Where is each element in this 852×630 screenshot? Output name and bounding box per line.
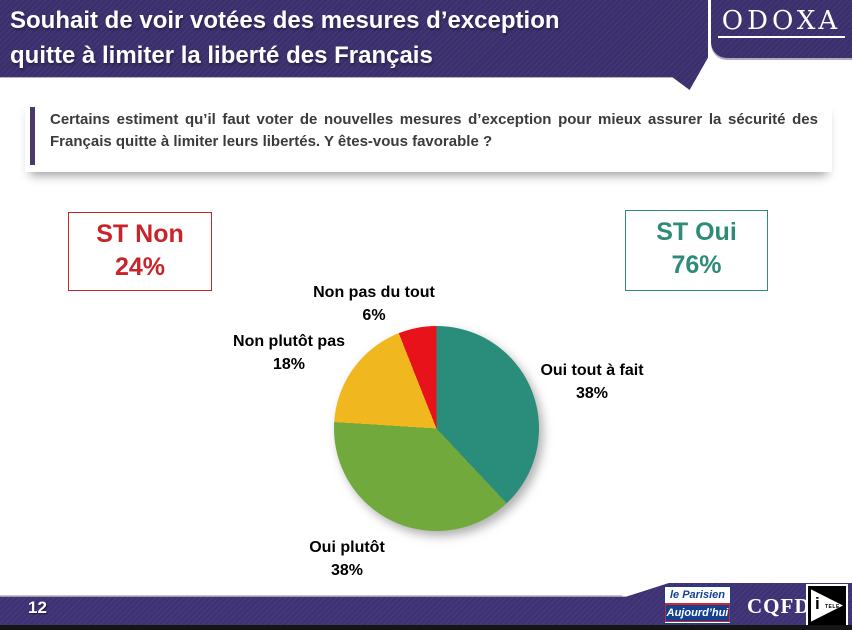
st-non-value: 24% [114, 253, 166, 281]
title-banner: Souhait de voir votées des mesures d’exc… [0, 0, 708, 90]
pie-chart [334, 326, 539, 531]
pie-label-oui-plutot: Oui plutôt 38% [309, 536, 385, 582]
pie-label-text: Non pas du tout [313, 284, 435, 301]
odoxa-logo-text: ODOXA [717, 7, 846, 38]
itele-logo: i TELE [806, 584, 848, 627]
question-panel: Certains estiment qu’il faut voter de no… [25, 100, 832, 172]
st-oui-value: 76% [671, 251, 722, 279]
question-text: Certains estiment qu’il faut voter de no… [50, 111, 818, 150]
footer-black-strip [0, 625, 852, 630]
pie-label-oui-tout-a-fait: Oui tout à fait 38% [540, 359, 643, 405]
title-line-2: quitte à limiter la liberté des Français [10, 42, 433, 69]
st-non-label: ST Non [96, 220, 184, 248]
pie-label-non-pas-du-tout: Non pas du tout 6% [313, 281, 435, 327]
pie-label-text: Non plutôt pas [233, 333, 345, 350]
cqfd-logo: CQFD [747, 594, 811, 618]
parisien-line2: Aujourd’hui [665, 605, 730, 622]
pie-label-text: Oui plutôt [309, 539, 385, 556]
question-accent-bar [30, 107, 35, 165]
footer-band: 12 le Parisien Aujourd’hui CQFD i TELE [0, 583, 852, 630]
pie-label-text: Oui tout à fait [540, 362, 644, 379]
pie-label-non-plutot-pas: Non plutôt pas 18% [233, 330, 345, 376]
title-line-1: Souhait de voir votées des mesures d’exc… [10, 7, 560, 34]
st-non-box: ST Non 24% [68, 212, 212, 291]
page-title: Souhait de voir votées des mesures d’exc… [0, 0, 708, 73]
footer-divider [0, 595, 622, 597]
itele-text: TELE [825, 604, 840, 610]
parisien-line1: le Parisien [665, 587, 730, 605]
page-number: 12 [28, 598, 47, 617]
pie-label-pct: 38% [575, 385, 609, 402]
odoxa-logo-box: ODOXA [711, 0, 852, 58]
parisien-logo: le Parisien Aujourd’hui [664, 586, 731, 624]
st-oui-label: ST Oui [656, 218, 737, 246]
st-oui-box: ST Oui 76% [625, 210, 768, 291]
itele-i-letter: i [815, 594, 820, 613]
pie-label-pct: 18% [272, 356, 306, 373]
pie-label-pct: 38% [330, 562, 364, 579]
pie-label-pct: 6% [362, 307, 386, 324]
